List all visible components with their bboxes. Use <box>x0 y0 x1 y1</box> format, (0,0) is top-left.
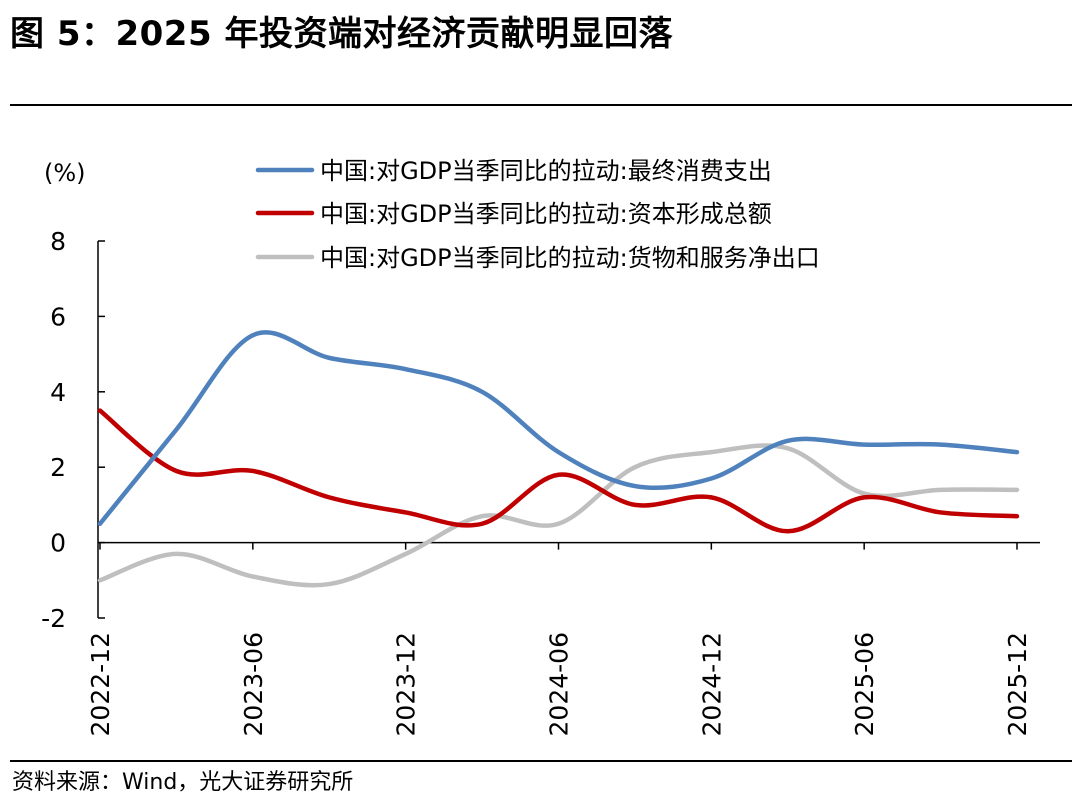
top-rule <box>10 104 1072 106</box>
y-tick-label: 4 <box>50 378 66 407</box>
x-tick-label: 2023-06 <box>239 632 268 736</box>
x-tick-label: 2024-12 <box>697 632 726 736</box>
y-tick-label: -2 <box>41 604 66 633</box>
source-note: 资料来源：Wind，光大证券研究所 <box>12 770 354 795</box>
x-tick-label: 2023-12 <box>392 632 421 736</box>
series-line-2 <box>97 408 1020 534</box>
axes: -2 0 2 4 6 8 (%) 2022-12 2023-06 2023-12 2024-06 20… <box>41 159 1040 736</box>
y-tick-label: 2 <box>50 453 66 482</box>
legend-label-1: 中国:对GDP当季同比的拉动:最终消费支出 <box>320 157 772 185</box>
series-group <box>97 330 1020 588</box>
x-tick-label: 2024-06 <box>545 632 574 736</box>
y-tick-label: 8 <box>50 227 66 256</box>
bottom-rule <box>10 760 1072 762</box>
line-chart: 中国:对GDP当季同比的拉动:最终消费支出中国:对GDP当季同比的拉动:资本形成… <box>41 157 1040 736</box>
y-tick-label: 0 <box>50 529 66 558</box>
x-tick-label: 2025-12 <box>1003 632 1032 736</box>
y-axis-unit: (%) <box>44 159 86 187</box>
x-tick-label: 2022-12 <box>86 632 115 736</box>
x-tick-label: 2025-06 <box>850 632 879 736</box>
legend-label-3: 中国:对GDP当季同比的拉动:货物和服务净出口 <box>320 244 820 272</box>
legend-label-2: 中国:对GDP当季同比的拉动:资本形成总额 <box>320 200 772 228</box>
series-line-3 <box>97 443 1020 588</box>
figure-title: 图 5：2025 年投资端对经济贡献明显回落 <box>10 14 673 54</box>
y-tick-label: 6 <box>50 302 66 331</box>
legend: 中国:对GDP当季同比的拉动:最终消费支出中国:对GDP当季同比的拉动:资本形成… <box>255 157 820 272</box>
series-line-1 <box>97 330 1020 526</box>
